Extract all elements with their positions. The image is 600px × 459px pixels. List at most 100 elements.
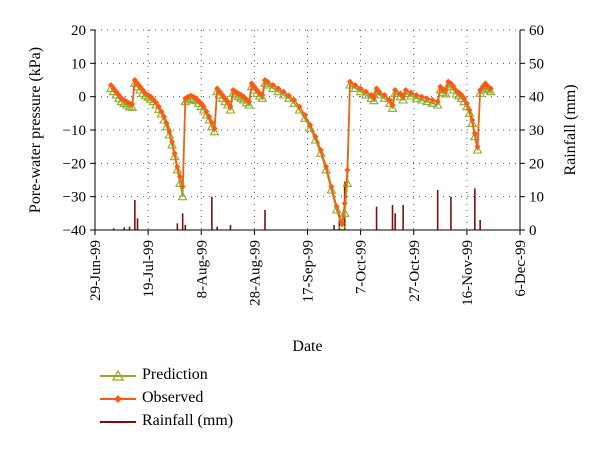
rainfall-legend-swatch bbox=[100, 421, 136, 423]
legend-label-observed: Observed bbox=[142, 389, 204, 406]
observed-point-52 bbox=[246, 98, 253, 105]
observed-point-108 bbox=[466, 107, 473, 113]
observed-point-21 bbox=[163, 120, 170, 127]
prediction-point-57 bbox=[257, 93, 268, 102]
y2-tick-label-2: 20 bbox=[529, 156, 544, 172]
prediction-point-52 bbox=[244, 99, 255, 109]
observed-point-83 bbox=[376, 88, 383, 95]
observed-point-69 bbox=[317, 147, 324, 153]
y2-tick-label-1: 10 bbox=[529, 190, 544, 206]
prediction-point-94 bbox=[422, 96, 432, 106]
prediction-point-8 bbox=[127, 102, 138, 111]
y2-tick-label-4: 40 bbox=[529, 90, 544, 106]
y2-tick-label-6: 60 bbox=[529, 23, 544, 39]
observed-point-74 bbox=[341, 200, 348, 207]
observed-point-107 bbox=[463, 100, 470, 107]
prediction-point-69 bbox=[315, 148, 326, 157]
observed-point-26 bbox=[177, 173, 183, 180]
observed-point-106 bbox=[461, 95, 468, 102]
x-tick-label-4: 17-Sep-99 bbox=[301, 240, 317, 303]
prediction-point-99 bbox=[440, 88, 451, 98]
prediction-point-78 bbox=[355, 86, 366, 96]
observed-point-60 bbox=[269, 82, 276, 88]
y-tick-label-4: 0 bbox=[79, 90, 87, 106]
observed-point-75 bbox=[344, 167, 351, 173]
observed-point-85 bbox=[386, 97, 393, 103]
prediction-point-23 bbox=[167, 139, 177, 149]
observed-point-92 bbox=[413, 92, 420, 98]
prediction-point-83 bbox=[374, 89, 385, 99]
prediction-point-70 bbox=[321, 164, 332, 174]
observed-point-89 bbox=[400, 93, 407, 100]
x-tick-label-0: 29-Jun-99 bbox=[88, 240, 104, 301]
observed-point-23 bbox=[169, 138, 176, 145]
observed-point-94 bbox=[424, 95, 431, 102]
y-tick-label-2: −20 bbox=[63, 156, 86, 172]
x-tick-label-5: 7-Oct-99 bbox=[354, 240, 370, 294]
legend-label-rainfall: Rainfall (mm) bbox=[142, 412, 234, 429]
prediction-point-109 bbox=[467, 118, 478, 127]
observed-point-65 bbox=[296, 103, 303, 110]
observed-point-8 bbox=[129, 101, 136, 107]
x-tick-label-1: 19-Jul-99 bbox=[141, 240, 157, 298]
prediction-point-62 bbox=[278, 89, 289, 99]
prediction-point-24 bbox=[169, 151, 180, 161]
observed-point-81 bbox=[370, 94, 377, 101]
prediction-point-92 bbox=[411, 93, 422, 102]
observed-point-99 bbox=[442, 87, 449, 94]
observed-point-45 bbox=[227, 103, 234, 110]
observed-point-38 bbox=[208, 119, 215, 126]
observed-point-61 bbox=[275, 85, 282, 92]
observed-point-70 bbox=[323, 163, 330, 170]
observed-point-76 bbox=[347, 78, 353, 85]
prediction-point-59 bbox=[262, 79, 273, 89]
observed-point-86 bbox=[389, 102, 396, 108]
observed-point-67 bbox=[307, 122, 314, 128]
observed-point-24 bbox=[171, 150, 178, 157]
prediction-point-22 bbox=[164, 129, 175, 139]
observed-legend-swatch bbox=[100, 395, 136, 403]
prediction-point-81 bbox=[368, 95, 379, 105]
prediction-point-25 bbox=[172, 164, 183, 174]
y-axis-title: Pore-water pressure (kPa) bbox=[27, 47, 44, 213]
observed-point-35 bbox=[200, 103, 207, 110]
y-tick-label-0: −40 bbox=[63, 223, 86, 239]
observed-point-37 bbox=[206, 113, 213, 120]
x-tick-label-3: 28-Aug-99 bbox=[247, 240, 263, 306]
prediction-point-87 bbox=[390, 88, 401, 97]
observed-point-87 bbox=[392, 87, 399, 93]
prediction-point-111 bbox=[472, 144, 483, 154]
prediction-legend-swatch bbox=[100, 369, 136, 381]
observed-point-68 bbox=[312, 133, 319, 140]
prediction-point-21 bbox=[161, 121, 172, 131]
observed-point-66 bbox=[301, 112, 308, 118]
y-tick-label-3: −10 bbox=[63, 123, 86, 139]
y2-tick-label-5: 50 bbox=[529, 56, 544, 72]
prediction-point-39 bbox=[209, 126, 220, 136]
prediction-point-91 bbox=[406, 90, 417, 100]
observed-point-44 bbox=[224, 98, 231, 105]
prediction-point-75 bbox=[342, 178, 353, 187]
x-tick-label-2: 8-Aug-99 bbox=[194, 240, 210, 298]
observed-point-25 bbox=[174, 163, 181, 170]
observed-point-93 bbox=[418, 93, 425, 100]
x-tick-label-7: 16-Nov-99 bbox=[460, 240, 476, 306]
observed-point-95 bbox=[429, 97, 436, 103]
observed-point-91 bbox=[408, 89, 415, 96]
observed-point-39 bbox=[211, 125, 218, 132]
y-tick-label-5: 10 bbox=[71, 56, 86, 72]
observed-point-72 bbox=[333, 203, 340, 210]
observed-point-63 bbox=[285, 92, 292, 99]
observed-point-78 bbox=[357, 85, 364, 92]
prediction-point-89 bbox=[398, 94, 409, 104]
observed-point-73 bbox=[339, 220, 346, 227]
y-tick-label-1: −30 bbox=[63, 190, 86, 206]
prediction-line bbox=[110, 82, 492, 228]
observed-point-27 bbox=[179, 183, 186, 190]
prediction-point-110 bbox=[469, 131, 480, 141]
observed-point-111 bbox=[474, 143, 481, 150]
y2-axis-title: Rainfall (mm) bbox=[562, 84, 579, 175]
observed-point-116 bbox=[487, 85, 494, 92]
observed-point-77 bbox=[352, 82, 359, 88]
